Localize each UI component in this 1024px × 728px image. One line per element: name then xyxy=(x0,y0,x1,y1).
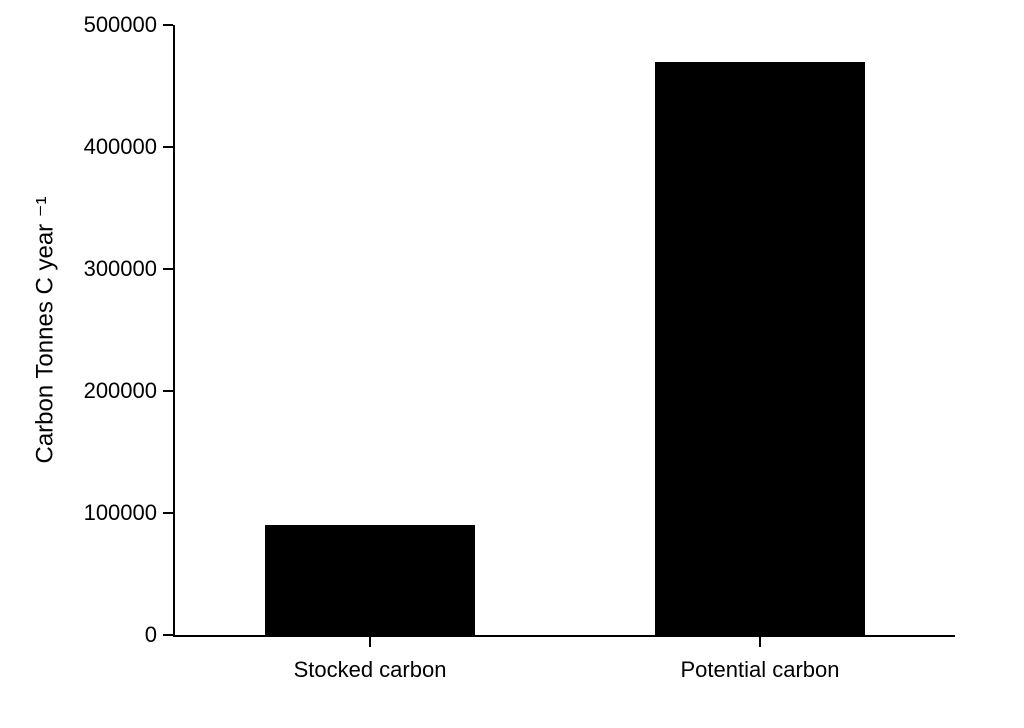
y-tick xyxy=(163,634,173,636)
x-category-label: Stocked carbon xyxy=(294,657,447,683)
bar xyxy=(655,62,866,635)
y-axis-line xyxy=(173,25,175,637)
y-axis-label: Carbon Tonnes C year ⁻¹ xyxy=(31,196,60,463)
bar xyxy=(265,525,476,635)
x-axis-line xyxy=(173,635,955,637)
y-tick xyxy=(163,512,173,514)
y-tick xyxy=(163,390,173,392)
y-tick-label: 500000 xyxy=(84,12,157,38)
y-tick-label: 0 xyxy=(145,622,157,648)
x-category-label: Potential carbon xyxy=(681,657,840,683)
carbon-bar-chart: Carbon Tonnes C year ⁻¹ 0 100000 200000 300… xyxy=(0,0,1024,728)
y-tick-label: 200000 xyxy=(84,378,157,404)
x-tick xyxy=(369,637,371,647)
y-tick xyxy=(163,268,173,270)
y-tick-label: 400000 xyxy=(84,134,157,160)
y-tick-label: 100000 xyxy=(84,500,157,526)
x-tick xyxy=(759,637,761,647)
y-tick xyxy=(163,146,173,148)
y-tick-label: 300000 xyxy=(84,256,157,282)
y-tick xyxy=(163,24,173,26)
